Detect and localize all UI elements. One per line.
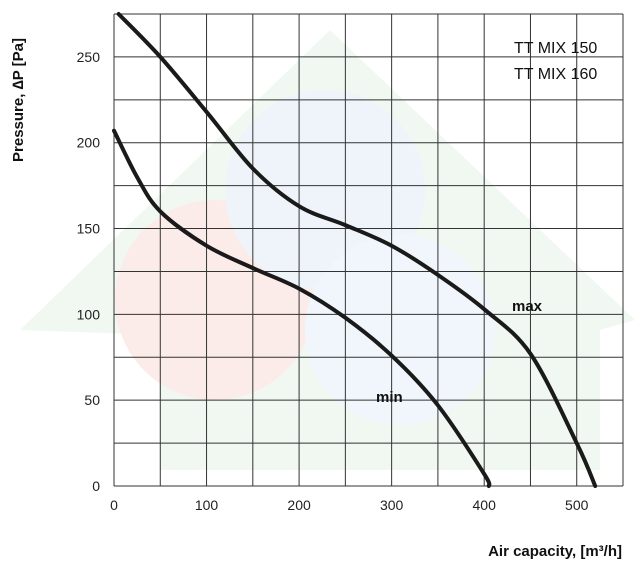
y-tick-label: 150 (77, 221, 101, 237)
x-tick-label: 200 (287, 497, 311, 513)
y-tick-label: 250 (77, 49, 101, 65)
series-line-max (116, 12, 598, 488)
y-tick-label: 100 (77, 306, 101, 322)
x-axis-label: Air capacity, [m³/h] (488, 543, 622, 560)
y-tick-label: 0 (92, 478, 100, 494)
x-tick-label: 500 (565, 497, 589, 513)
y-tick-label: 50 (84, 392, 100, 408)
legend-line-1: TT MIX 150 (514, 40, 597, 57)
legend-box: TT MIX 150 TT MIX 160 (514, 40, 597, 83)
x-tick-label: 400 (473, 497, 497, 513)
series-label-max: max (512, 298, 543, 315)
series-label-min: min (376, 389, 403, 406)
x-tick-label: 300 (380, 497, 404, 513)
background-watermark (20, 30, 635, 470)
snowflake-watermark-circle (225, 90, 425, 290)
x-tick-label: 0 (110, 497, 118, 513)
y-axis-label: Pressure, ∆P [Pa] (10, 38, 27, 162)
flame-watermark-circle (115, 200, 315, 400)
y-tick-label: 200 (77, 135, 101, 151)
x-tick-label: 100 (195, 497, 219, 513)
y-tick-labels: 0 50 100 150 200 250 (77, 49, 101, 494)
curves (112, 12, 598, 488)
house-watermark-shape (20, 30, 635, 470)
legend-line-2: TT MIX 160 (514, 66, 597, 83)
series-line-min (112, 128, 492, 488)
x-tick-labels: 0 100 200 300 400 500 (110, 497, 589, 513)
